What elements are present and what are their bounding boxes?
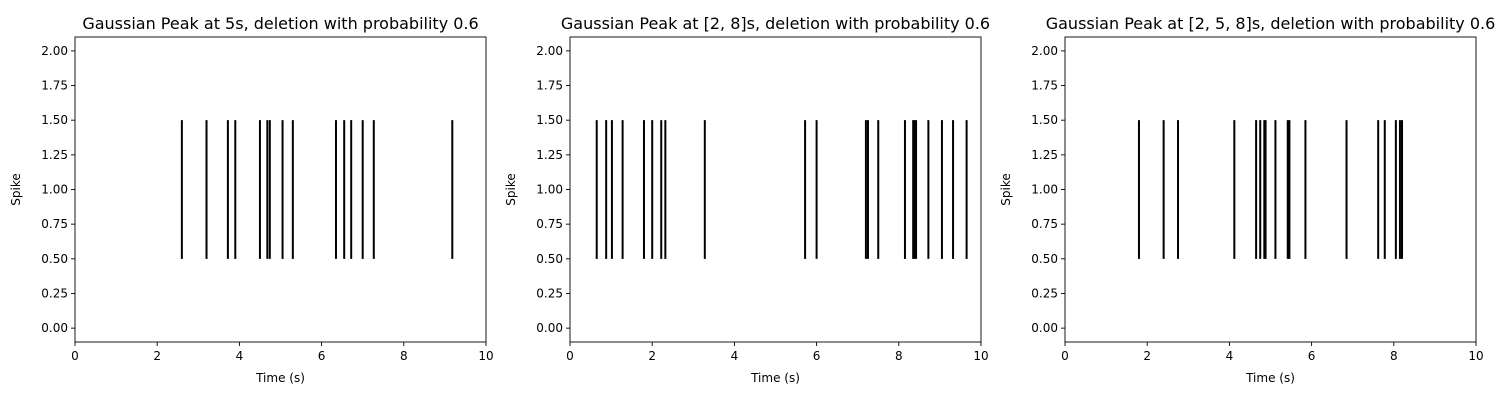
x-axis-label: Time (s) bbox=[1245, 371, 1295, 385]
y-tick-label: 1.25 bbox=[41, 148, 68, 162]
axes-frame bbox=[74, 36, 487, 343]
x-tick-label: 10 bbox=[1468, 349, 1483, 363]
y-tick-label: 1.25 bbox=[536, 148, 563, 162]
y-tick-label: 2.00 bbox=[1031, 44, 1058, 58]
x-tick-label: 6 bbox=[318, 349, 326, 363]
x-tick-label: 2 bbox=[153, 349, 161, 363]
y-tick-label: 0.50 bbox=[41, 252, 68, 266]
y-tick-label: 1.50 bbox=[536, 113, 563, 127]
x-tick-label: 8 bbox=[895, 349, 903, 363]
y-tick-label: 0.00 bbox=[41, 321, 68, 335]
x-tick-label: 4 bbox=[1226, 349, 1234, 363]
y-tick-label: 0.50 bbox=[536, 252, 563, 266]
x-tick-label: 10 bbox=[478, 349, 493, 363]
y-tick-label: 0.75 bbox=[536, 217, 563, 231]
y-tick-label: 2.00 bbox=[536, 44, 563, 58]
y-tick-label: 0.25 bbox=[1031, 286, 1058, 300]
y-tick-label: 1.00 bbox=[41, 183, 68, 197]
x-tick-label: 4 bbox=[731, 349, 739, 363]
y-tick-label: 0.75 bbox=[41, 217, 68, 231]
chart-title: Gaussian Peak at [2, 8]s, deletion with … bbox=[561, 14, 990, 33]
y-tick-label: 0.00 bbox=[536, 321, 563, 335]
y-tick-label: 1.00 bbox=[1031, 183, 1058, 197]
x-tick-label: 8 bbox=[400, 349, 408, 363]
x-axis-label: Time (s) bbox=[255, 371, 305, 385]
x-tick-label: 8 bbox=[1390, 349, 1398, 363]
subplot-1: Gaussian Peak at 5s, deletion with proba… bbox=[9, 14, 494, 385]
chart-title: Gaussian Peak at [2, 5, 8]s, deletion wi… bbox=[1046, 14, 1496, 33]
axes-frame bbox=[1064, 36, 1477, 343]
y-tick-label: 0.75 bbox=[1031, 217, 1058, 231]
y-tick-label: 0.50 bbox=[1031, 252, 1058, 266]
y-tick-label: 0.25 bbox=[536, 286, 563, 300]
x-tick-label: 4 bbox=[236, 349, 244, 363]
y-axis-label: Spike bbox=[999, 173, 1013, 205]
subplot-3: Gaussian Peak at [2, 5, 8]s, deletion wi… bbox=[999, 14, 1495, 385]
y-tick-label: 1.25 bbox=[1031, 148, 1058, 162]
x-tick-label: 6 bbox=[813, 349, 821, 363]
y-tick-label: 1.75 bbox=[536, 79, 563, 93]
subplot-2: Gaussian Peak at [2, 8]s, deletion with … bbox=[504, 14, 990, 385]
y-axis-label: Spike bbox=[9, 173, 23, 205]
axes-frame bbox=[569, 36, 982, 343]
y-tick-label: 1.75 bbox=[41, 79, 68, 93]
y-tick-label: 1.50 bbox=[41, 113, 68, 127]
x-tick-label: 0 bbox=[566, 349, 574, 363]
x-tick-label: 0 bbox=[71, 349, 79, 363]
y-tick-label: 1.50 bbox=[1031, 113, 1058, 127]
y-tick-label: 1.75 bbox=[1031, 79, 1058, 93]
y-tick-label: 2.00 bbox=[41, 44, 68, 58]
x-tick-label: 0 bbox=[1061, 349, 1069, 363]
x-tick-label: 2 bbox=[1143, 349, 1151, 363]
y-tick-label: 0.25 bbox=[41, 286, 68, 300]
x-tick-label: 2 bbox=[648, 349, 656, 363]
x-tick-label: 10 bbox=[973, 349, 988, 363]
x-axis-label: Time (s) bbox=[750, 371, 800, 385]
y-tick-label: 1.00 bbox=[536, 183, 563, 197]
y-axis-label: Spike bbox=[504, 173, 518, 205]
x-tick-label: 6 bbox=[1308, 349, 1316, 363]
y-tick-label: 0.00 bbox=[1031, 321, 1058, 335]
chart-title: Gaussian Peak at 5s, deletion with proba… bbox=[82, 14, 478, 33]
